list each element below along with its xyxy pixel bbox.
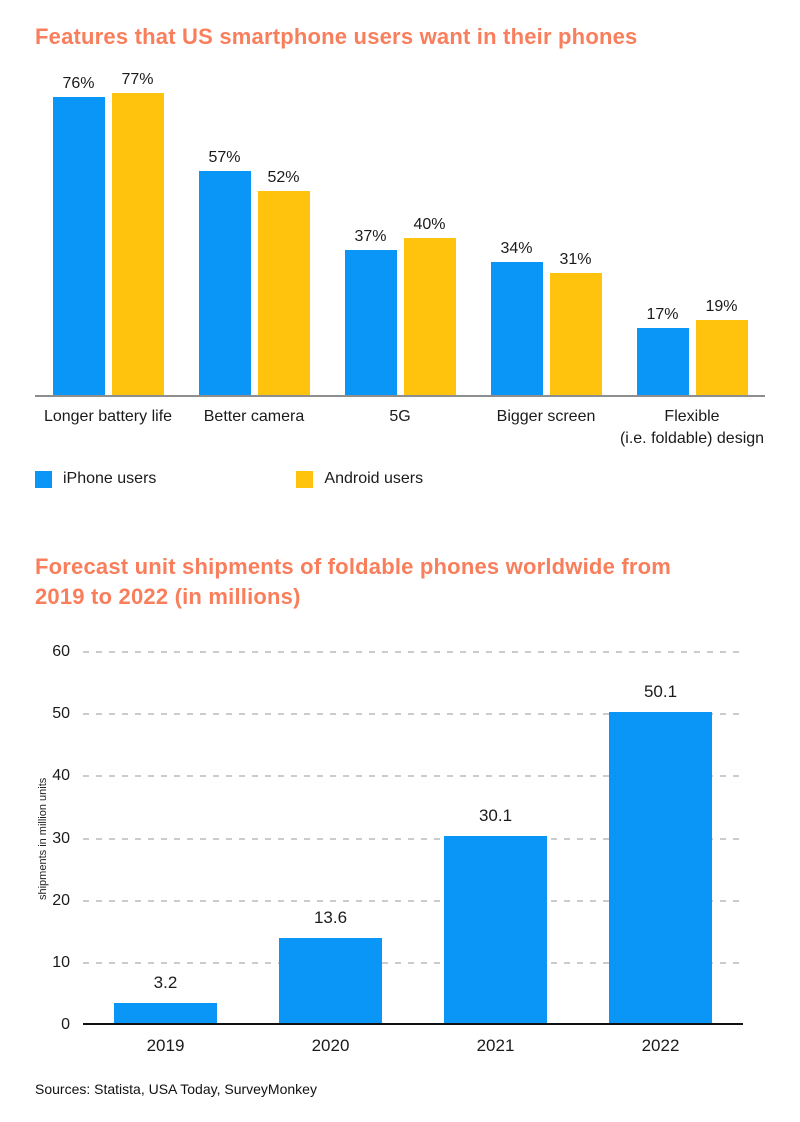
bar-group-5g: 37% 40%: [327, 73, 473, 395]
bar-value-label: 37%: [354, 227, 387, 245]
gridline-30: [83, 837, 743, 840]
bar-android-users: [695, 320, 748, 395]
bar-iphone-users: [198, 171, 251, 395]
x-tick-label-2022: 2022: [641, 1036, 680, 1055]
bar-2021: [444, 835, 547, 1023]
legend-item-iphone-users: iPhone users: [35, 470, 156, 488]
gridline-40: [83, 775, 743, 778]
legend-item-android-users: Android users: [296, 470, 423, 488]
bar-value-label: 13.6: [313, 908, 348, 928]
bar-value-label: 52%: [267, 168, 300, 186]
chart2-bar-chart: shipments in million units 0 10 20 30 40 50 60…: [35, 643, 765, 1055]
gridline-10: [83, 961, 743, 964]
bar-group-flexible: 17% 19%: [619, 73, 765, 395]
bar-android-users: [549, 273, 602, 395]
bar-wrap: 77%: [111, 70, 164, 395]
bar-value-label: 77%: [121, 70, 154, 88]
category-label: Flexible (i.e. foldable) design: [619, 408, 765, 447]
bar-2022: [609, 711, 712, 1023]
bar-value-label: 17%: [646, 306, 679, 324]
bar-iphone-users: [636, 328, 689, 395]
bar-wrap: 40%: [403, 216, 456, 395]
chart1-plot-area: 76% 77% 57% 52% 37% 40% 34% 31% 17% 19%: [35, 70, 765, 397]
y-tick-label-30: 30: [52, 829, 70, 847]
bar-group-longer-battery-life: 76% 77%: [35, 70, 181, 395]
legend-label: iPhone users: [63, 470, 157, 487]
bar-group-bigger-screen: 34% 31%: [473, 73, 619, 395]
y-tick-label-40: 40: [52, 767, 70, 785]
bar-value-label: 19%: [705, 298, 738, 316]
chart1-title: Features that US smartphone users want i…: [35, 24, 638, 49]
bar-group-better-camera: 57% 52%: [181, 73, 327, 395]
bar-2019: [114, 1003, 217, 1023]
bar-value-label: 31%: [559, 251, 592, 269]
bar-wrap: 37%: [344, 227, 397, 395]
chart1-category-labels: Longer battery life Better camera 5G Bigger…: [35, 406, 765, 450]
bar-wrap: 31%: [549, 251, 602, 395]
x-tick-label-2021: 2021: [476, 1036, 515, 1055]
bar-value-label: 57%: [208, 149, 241, 167]
chart2-title: Forecast unit shipments of foldable phon…: [35, 554, 672, 609]
bar-value-label: 3.2: [153, 973, 178, 993]
bar-wrap: 76%: [52, 74, 105, 395]
category-label: Bigger screen: [496, 408, 596, 425]
bar-value-label: 76%: [62, 74, 95, 92]
bar-2020: [279, 938, 382, 1023]
x-axis-line: [83, 1023, 743, 1025]
bar-wrap: 52%: [257, 168, 310, 395]
chart2-plot-area: shipments in million units 0 10 20 30 40 50 60…: [37, 643, 743, 1055]
bar-wrap: 19%: [695, 298, 748, 395]
category-label: Longer battery life: [43, 408, 173, 425]
category-label: Better camera: [203, 408, 305, 425]
bar-value-label: 50.1: [643, 681, 678, 701]
chart1-legend: iPhone users Android users: [35, 470, 765, 488]
gridline-60: [83, 651, 743, 653]
bar-value-label: 34%: [500, 239, 533, 257]
gridline-50: [83, 713, 743, 716]
bar-wrap: 34%: [490, 239, 543, 395]
x-tick-label-2020: 2020: [311, 1036, 350, 1055]
y-tick-label-10: 10: [52, 953, 70, 971]
bar-value-label: 30.1: [478, 805, 513, 825]
sources-note: Sources: Statista, USA Today, SurveyMonk…: [35, 1081, 317, 1097]
legend-label: Android users: [324, 470, 424, 487]
category-label: 5G: [389, 408, 411, 425]
y-tick-label-0: 0: [61, 1016, 70, 1033]
bar-iphone-users: [344, 249, 397, 395]
bar-iphone-users: [52, 96, 105, 395]
bar-value-label: 40%: [413, 216, 446, 233]
bar-wrap: 17%: [636, 306, 689, 395]
legend-swatch-android-users: [296, 470, 314, 488]
y-tick-label-60: 60: [52, 643, 70, 660]
bar-wrap: 57%: [198, 149, 251, 395]
chart1-grouped-bar-chart: 76% 77% 57% 52% 37% 40% 34% 31% 17% 19% Longer ba…: [35, 70, 765, 488]
bar-android-users: [111, 92, 164, 395]
x-tick-label-2019: 2019: [146, 1036, 185, 1055]
bar-iphone-users: [490, 261, 543, 395]
bar-android-users: [257, 190, 310, 395]
bar-android-users: [403, 238, 456, 395]
legend-swatch-iphone-users: [35, 470, 52, 488]
y-tick-label-20: 20: [52, 891, 70, 909]
gridline-20: [83, 899, 743, 902]
y-tick-label-50: 50: [52, 705, 70, 723]
